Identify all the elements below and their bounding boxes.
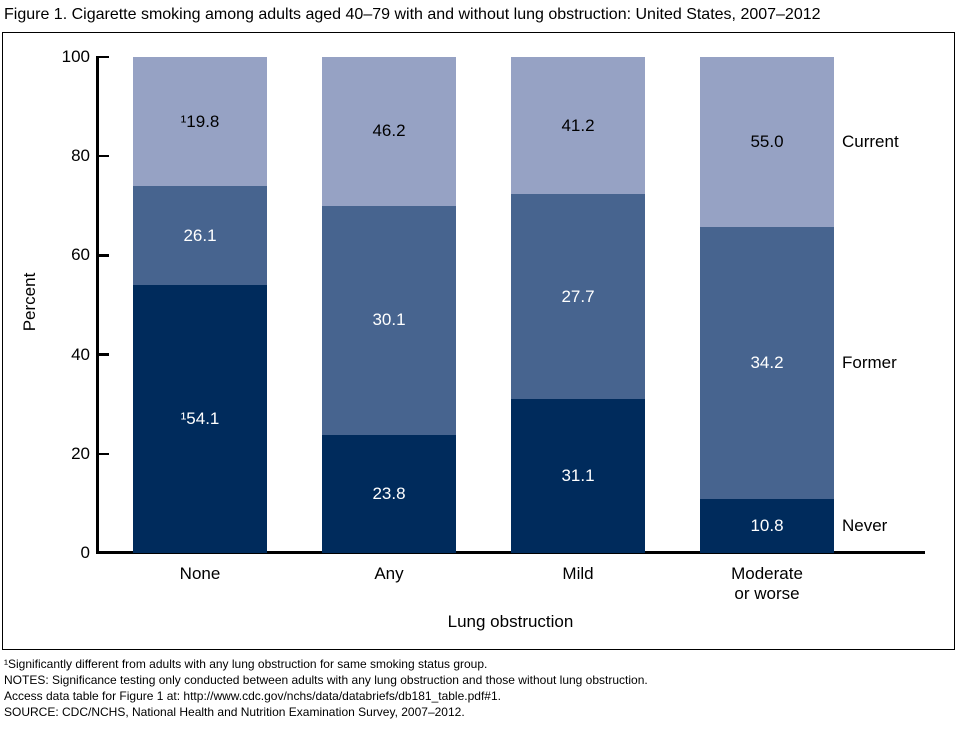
footnote-line-3: Access data table for Figure 1 at: http:… [4,689,501,703]
bar-none-segment-never: ¹54.1 [133,284,267,553]
bar-mild-segment-former: 27.7 [511,194,645,399]
bar-value-label-moderate-or-worse-current: 55.0 [750,131,784,151]
y-tick-label-100: 100 [61,47,90,66]
x-axis-line [96,551,925,554]
y-tick-label-40: 40 [71,344,90,364]
bar-any-segment-current: 46.2 [322,56,456,206]
y-tick-100 [98,55,109,59]
legend-former: Former [842,353,897,373]
y-axis-line [96,56,99,554]
y-tick-40 [98,353,109,356]
y-tick-60 [98,254,109,257]
bar-value-label-mild-never: 31.1 [561,465,595,485]
bar-mild-segment-never: 31.1 [511,398,645,553]
bar-mild-segment-current: 41.2 [511,57,645,195]
y-tick-label-60: 60 [71,245,90,265]
bar-none-segment-current: ¹19.8 [133,57,267,187]
bar-none-segment-former: 26.1 [133,186,267,285]
bar-value-label-moderate-or-worse-never: 10.8 [750,516,784,536]
bar-value-label-any-never: 23.8 [372,483,406,503]
y-tick-0 [98,551,109,555]
bar-value-label-any-current: 46.2 [372,121,406,141]
footnote-line-4: SOURCE: CDC/NCHS, National Health and Nu… [4,705,465,719]
bar-any-segment-former: 30.1 [322,205,456,435]
bar-value-label-none-never: ¹54.1 [180,408,220,428]
y-tick-80 [98,154,109,158]
bar-value-label-any-former: 30.1 [372,310,406,330]
footnote-line-2: NOTES: Significance testing only conduct… [4,673,648,687]
y-tick-label-80: 80 [71,146,90,166]
y-tick-label-20: 20 [71,443,90,463]
x-category-moderate-or-worse: Moderate or worse [731,564,803,603]
x-category-none: None [179,564,221,583]
legend-never: Never [842,516,888,536]
bar-value-label-none-current: ¹19.8 [180,111,220,131]
y-tick-20 [98,452,109,456]
bar-moderate-or-worse-segment-never: 10.8 [700,499,834,553]
x-category-any: Any [374,564,404,583]
figure-title: Figure 1. Cigarette smoking among adults… [4,6,821,23]
footnotes: ¹Significantly different from adults wit… [4,656,648,720]
bar-value-label-mild-current: 41.2 [561,115,595,135]
y-tick-label-0: 0 [80,543,90,562]
x-category-mild: Mild [562,564,594,583]
x-axis-title: Lung obstruction [447,612,574,631]
legend-current: Current [842,131,899,151]
y-axis-title: Percent [20,272,39,332]
bar-value-label-moderate-or-worse-former: 34.2 [750,353,784,373]
chart-frame [2,32,955,650]
bar-any-segment-never: 23.8 [322,434,456,553]
bar-moderate-or-worse-segment-current: 55.0 [700,57,834,227]
bar-value-label-mild-former: 27.7 [561,286,595,306]
footnote-line-1: ¹Significantly different from adults wit… [4,657,488,671]
bar-moderate-or-worse-segment-former: 34.2 [700,226,834,500]
bar-value-label-none-former: 26.1 [183,225,217,245]
